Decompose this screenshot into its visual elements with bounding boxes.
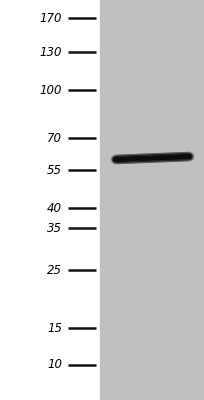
Text: 40: 40 <box>47 202 62 214</box>
Text: 70: 70 <box>47 132 62 144</box>
Text: 35: 35 <box>47 222 62 234</box>
Text: 55: 55 <box>47 164 62 176</box>
Text: 15: 15 <box>47 322 62 334</box>
Text: 170: 170 <box>40 12 62 24</box>
Text: 100: 100 <box>40 84 62 96</box>
Text: 10: 10 <box>47 358 62 372</box>
Bar <box>100 0 204 400</box>
Text: 25: 25 <box>47 264 62 276</box>
Text: 130: 130 <box>40 46 62 58</box>
